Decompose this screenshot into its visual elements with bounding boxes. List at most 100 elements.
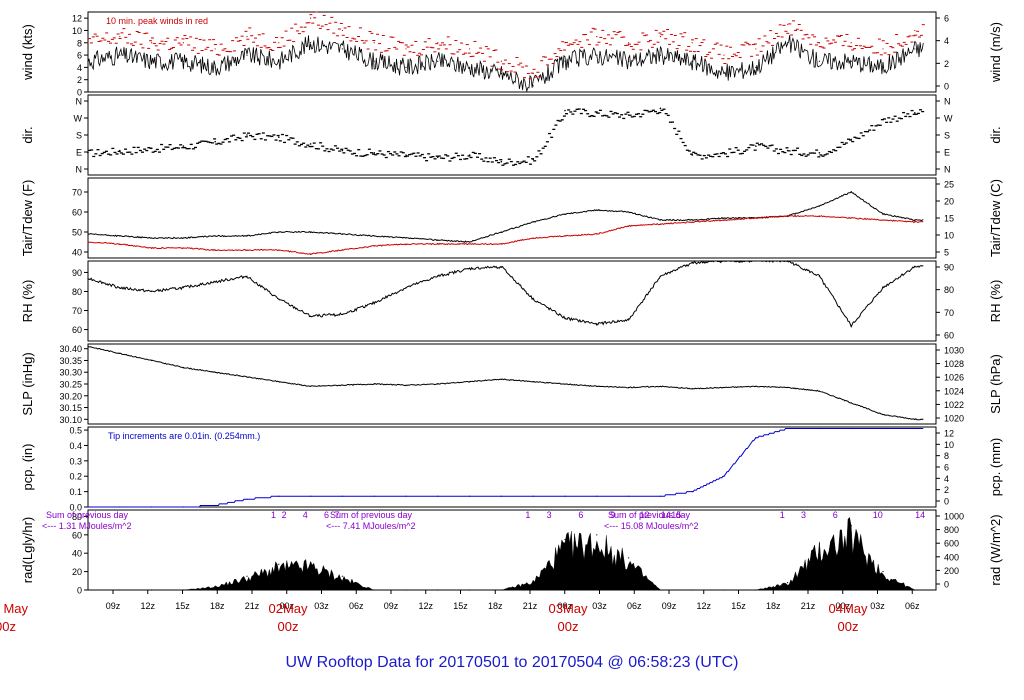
radiation-point	[755, 589, 757, 591]
daily-summary-value: <--- 15.08 MJoules/m^2	[604, 521, 699, 531]
direction-point	[872, 129, 876, 131]
direction-point	[916, 112, 920, 115]
direction-point	[760, 143, 764, 145]
direction-point	[359, 155, 363, 157]
right-tick-label: 1024	[944, 386, 964, 396]
right-tick-label: 90	[944, 263, 954, 273]
peak-wind-point	[341, 29, 343, 32]
series-point	[119, 235, 121, 237]
radiation-point	[310, 561, 312, 564]
series-point	[628, 495, 630, 497]
direction-point	[414, 155, 418, 157]
direction-point	[921, 110, 925, 113]
time-tick-label: 12z	[418, 601, 433, 611]
direction-point	[524, 161, 528, 164]
peak-wind-point	[596, 36, 598, 38]
direction-point	[719, 152, 723, 155]
direction-point	[859, 132, 863, 134]
peak-wind-point	[755, 48, 757, 50]
series-point	[755, 66, 757, 68]
direction-point	[554, 124, 558, 126]
right-tick-label: 1028	[944, 359, 964, 369]
time-tick-label: 00z	[835, 601, 850, 611]
direction-point	[323, 150, 327, 152]
radiation-point	[151, 589, 153, 591]
direction-point	[272, 134, 276, 136]
radiation-point	[787, 582, 789, 584]
hour-marker: 3	[801, 510, 806, 520]
radiation-point	[405, 589, 407, 591]
direction-point	[800, 154, 804, 157]
direction-point	[219, 143, 223, 145]
left-tick-label: 30.40	[59, 344, 82, 354]
series-point	[182, 366, 184, 369]
direction-point	[111, 147, 115, 150]
direction-point	[429, 156, 433, 158]
right-axis-label: wind (m/s)	[988, 22, 1003, 83]
direction-point	[698, 154, 702, 156]
direction-point	[467, 155, 471, 157]
series-point	[278, 60, 280, 62]
left-tick-label: 40	[72, 248, 82, 258]
direction-point	[355, 155, 359, 157]
direction-point	[278, 136, 280, 139]
direction-point	[564, 109, 566, 112]
direction-point	[442, 157, 446, 160]
left-tick-label: 0	[77, 88, 82, 98]
direction-point	[340, 148, 344, 150]
direction-point	[681, 141, 685, 144]
left-tick-label: 60	[72, 325, 82, 335]
direction-point	[215, 143, 219, 145]
series-point	[596, 54, 598, 56]
direction-point	[500, 160, 503, 163]
direction-point	[514, 163, 518, 166]
series-point	[723, 72, 725, 75]
direction-point	[796, 147, 800, 149]
direction-point	[558, 120, 562, 122]
series-line-wind-speed	[87, 35, 924, 93]
direction-point	[584, 109, 588, 112]
direction-point	[520, 161, 524, 163]
time-tick-label: 12z	[140, 601, 155, 611]
direction-point	[425, 160, 429, 162]
series-point	[500, 243, 502, 245]
direction-point	[632, 115, 636, 118]
direction-point	[715, 153, 719, 155]
radiation-point	[214, 585, 216, 587]
peak-wind-point	[787, 23, 789, 25]
daily-summary-label: Sum of previous day	[46, 510, 129, 520]
direction-point	[897, 117, 901, 119]
direction-point	[878, 124, 882, 126]
direction-point	[164, 146, 168, 148]
series-point	[755, 260, 757, 262]
direction-point	[185, 148, 189, 150]
direction-point	[598, 109, 602, 112]
series-point	[182, 506, 184, 508]
right-tick-label: 60	[944, 331, 954, 341]
direction-point	[528, 163, 532, 165]
panel-annotation: Tip increments are 0.01in. (0.254mm.)	[108, 431, 260, 441]
series-point	[818, 275, 821, 277]
series-point	[628, 319, 630, 321]
series-point	[246, 235, 248, 237]
radiation-point	[437, 589, 439, 591]
hour-marker: 4	[303, 510, 308, 520]
series-point	[659, 219, 662, 221]
series-point	[310, 42, 312, 44]
direction-point	[596, 112, 600, 114]
direction-point	[850, 138, 852, 141]
direction-point	[762, 144, 766, 146]
series-point	[723, 260, 725, 262]
direction-point	[870, 124, 874, 127]
peak-wind-point	[87, 42, 89, 44]
direction-point	[182, 145, 185, 147]
left-tick-label: 70	[72, 306, 82, 316]
series-point	[437, 383, 439, 385]
daily-summary-label: Sum of previous day	[330, 510, 413, 520]
direction-point	[734, 147, 738, 149]
direction-point	[785, 147, 789, 149]
series-point	[469, 381, 471, 383]
radiation-point	[628, 557, 630, 559]
direction-point	[325, 148, 329, 150]
hour-marker: 10	[873, 510, 883, 520]
